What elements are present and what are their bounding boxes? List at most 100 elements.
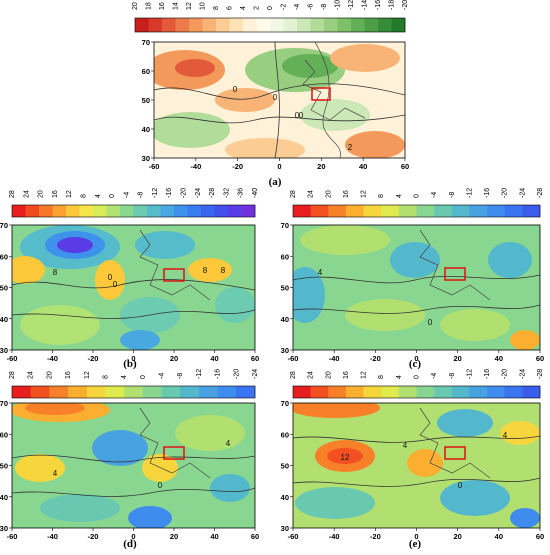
x-tick-label: -60 [288,532,299,541]
colorbar-segment [243,18,257,32]
colorbar-tick-label: 8 [378,375,385,379]
colorbar-tick-label: 4 [121,375,128,379]
contour-label: 0 [428,318,433,327]
study-region-box [163,446,185,460]
anomaly-region [407,449,443,477]
y-tick-label: 60 [281,430,289,439]
panel-label: (c) [409,358,422,370]
colorbar-tick-label: 12 [186,2,193,10]
y-tick-label: 70 [142,38,150,47]
colorbar-tick-label: 14 [173,2,180,10]
anomaly-region [12,256,45,284]
x-tick-label: -20 [370,532,381,541]
y-tick-label: 70 [0,399,8,408]
x-tick-label: 20 [317,162,325,171]
x-tick-label: -40 [329,354,340,363]
x-tick-label: 60 [536,532,544,541]
colorbar-segment [160,205,175,217]
map-area [153,41,406,159]
colorbar-segment [133,205,148,217]
anomaly-region [510,330,540,350]
x-tick-label: 0 [414,354,418,363]
y-tick-label: 60 [281,252,289,261]
colorbar-segment [337,18,352,32]
anomaly-region [188,258,232,282]
colorbar-segment [229,18,244,32]
colorbar-segment [189,18,203,32]
anomaly-region [40,494,120,522]
x-tick-label: -60 [7,354,18,363]
colorbar-segment [283,18,298,32]
colorbar [11,385,256,399]
colorbar-segment [364,18,379,32]
colorbar-tick-label: -8 [449,192,456,198]
y-tick-label: 50 [0,462,8,471]
colorbar-segment [217,386,237,398]
contour-label: 2 [348,143,353,152]
contour-label: 0 [113,280,118,289]
anomaly-region [330,44,400,72]
colorbar-tick-label: 24 [23,190,30,198]
colorbar-tick-label: -4 [431,192,438,198]
colorbar-tick-label: -16 [375,0,382,10]
colorbar-tick-label: -28 [537,188,544,198]
colorbar-segment [416,205,435,217]
colorbar-frame [292,204,541,218]
colorbar-segment [228,205,242,217]
colorbar-tick-label: 2 [254,6,261,10]
y-tick-label: 30 [281,524,289,533]
colorbar-segment [310,18,325,32]
colorbar-tick-label: -12 [152,188,159,198]
x-tick-label: -40 [190,162,201,171]
panel-label: (a) [269,176,282,188]
panel-e-svg: 28 24 20 16 12 8 4 0 -4 -8 -12 -16 -20 -24 -28 [281,369,545,550]
colorbar-segment [391,18,406,32]
contour-label: 8 [221,266,226,275]
colorbar-tick-label: -12 [466,369,473,379]
colorbar-segment [147,205,161,217]
anomaly-region [300,99,370,131]
colorbar-segment [39,205,53,217]
colorbar [292,204,541,218]
y-tick-label: 70 [281,399,289,408]
contour-labels: 4 4 0 [53,439,231,490]
contour-label: 4 [503,431,508,440]
anomaly-region [300,225,390,255]
y-tick-label: 40 [281,315,289,324]
anomaly-region [440,480,510,516]
y-tick-label: 70 [281,221,289,230]
x-tick-label: -20 [370,354,381,363]
y-tick-label: 70 [0,221,8,230]
colorbar [292,385,541,399]
contour-labels: 8 00 8 8 [53,266,226,289]
anomaly-region [440,309,510,341]
contour-line [12,309,255,319]
colorbar-segment [106,205,121,217]
y-tick-label: 40 [281,493,289,502]
contour-label: 0 [108,273,113,282]
colorbar-tick-label: -16 [484,188,491,198]
colorbar-tick-label: -10 [335,0,342,10]
colorbar-segment [120,205,134,217]
x-tick-label: 0 [131,354,135,363]
map-area [11,224,256,351]
colorbar-tick-label: -36 [238,188,245,198]
x-tick-label: 40 [210,532,218,541]
anomaly-region [210,474,250,502]
colorbar-tick-label: -6 [308,4,315,10]
study-region-box [444,446,466,460]
colorbar-segment [522,205,541,217]
contour-labels: 12 4 0 4 [341,431,508,490]
colorbar-tick-label: -32 [223,188,230,198]
anomaly-region [142,454,178,482]
colorbar-segment [124,386,144,398]
colorbar-segment [52,205,67,217]
contour-line [293,274,540,284]
colorbar-segment [487,386,506,398]
colorbar-segment [12,386,31,398]
colorbar-segment [105,386,125,398]
colorbar-segment [142,386,162,398]
colorbar-tick-label: 20 [38,190,45,198]
